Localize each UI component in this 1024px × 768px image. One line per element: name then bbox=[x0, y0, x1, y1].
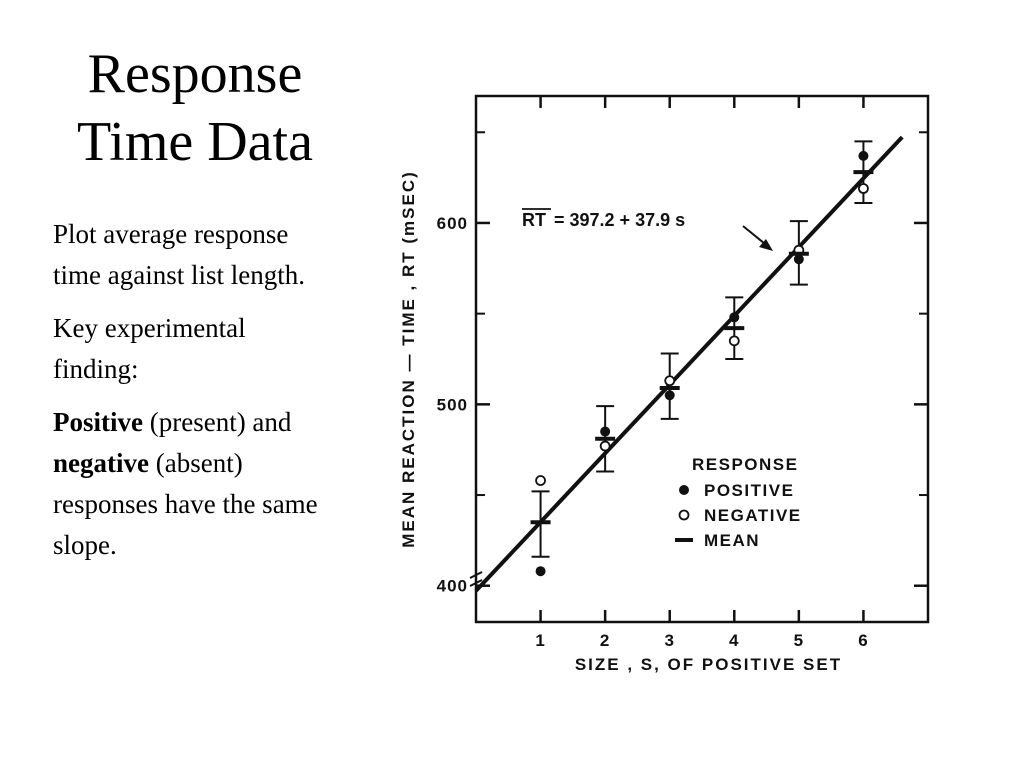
positive-bold: Positive bbox=[53, 407, 143, 437]
equation-rt-label: RT bbox=[522, 210, 546, 230]
positive-point-2 bbox=[600, 426, 611, 437]
positive-point-6 bbox=[858, 150, 869, 161]
y-tick-label-500: 500 bbox=[437, 395, 468, 414]
paragraph-3: Positive (present) and negative (absent)… bbox=[53, 402, 323, 566]
paragraph-1: Plot average response time against list … bbox=[53, 219, 305, 290]
x-axis-label: SIZE , S, OF POSITIVE SET bbox=[575, 655, 842, 674]
positive-point-1 bbox=[535, 566, 546, 577]
slide-title: Response Time Data bbox=[30, 40, 360, 176]
p3-text-1: (present) and bbox=[142, 407, 292, 437]
legend-title: RESPONSE bbox=[692, 455, 798, 474]
equation-text: = 397.2 + 37.9 s bbox=[554, 210, 685, 230]
legend-label-negative: NEGATIVE bbox=[704, 506, 802, 525]
y-tick-label-400: 400 bbox=[437, 577, 468, 596]
x-tick-label-3: 3 bbox=[664, 631, 674, 650]
chart-container: 400 500 600 1 2 3 4 5 6 SIZE , S, OF POSITIVE SET… bbox=[370, 80, 970, 680]
title-line-1: Response bbox=[87, 43, 303, 105]
y-axis-label: MEAN REACTION — TIME , RT (mSEC) bbox=[399, 170, 418, 548]
negative-point-6 bbox=[858, 183, 869, 194]
plot-frame bbox=[474, 94, 930, 624]
reaction-time-chart: 400 500 600 1 2 3 4 5 6 SIZE , S, OF POSITIVE SET… bbox=[399, 94, 930, 674]
slide-body: Plot average response time against list … bbox=[53, 214, 323, 578]
positive-point-5 bbox=[793, 254, 804, 265]
positive-point-3 bbox=[664, 390, 675, 401]
legend-label-positive: POSITIVE bbox=[704, 481, 794, 500]
axis-break-mark bbox=[469, 571, 483, 587]
title-line-2: Time Data bbox=[77, 111, 313, 173]
y-tick-label-600: 600 bbox=[437, 214, 468, 233]
legend-label-mean: MEAN bbox=[704, 531, 760, 550]
negative-point-1 bbox=[535, 475, 546, 486]
negative-point-4 bbox=[728, 335, 740, 347]
x-tick-label-6: 6 bbox=[858, 631, 868, 650]
legend-swatch-negative bbox=[678, 509, 690, 521]
negative-bold: negative bbox=[53, 448, 149, 478]
regression-line bbox=[474, 135, 904, 593]
positive-point-4 bbox=[729, 312, 740, 323]
x-tick-label-1: 1 bbox=[535, 631, 545, 650]
x-tick-label-5: 5 bbox=[794, 631, 804, 650]
p3-text-2: (absent) responses have the same slope. bbox=[53, 448, 318, 560]
x-tick-label-4: 4 bbox=[729, 631, 739, 650]
negative-point-3 bbox=[664, 375, 676, 387]
negative-point-2 bbox=[599, 440, 611, 452]
paragraph-2: Key experimental finding: bbox=[53, 313, 246, 384]
legend-swatch-positive bbox=[679, 485, 689, 495]
x-tick-label-2: 2 bbox=[600, 631, 610, 650]
equation-arrowhead bbox=[759, 239, 773, 251]
